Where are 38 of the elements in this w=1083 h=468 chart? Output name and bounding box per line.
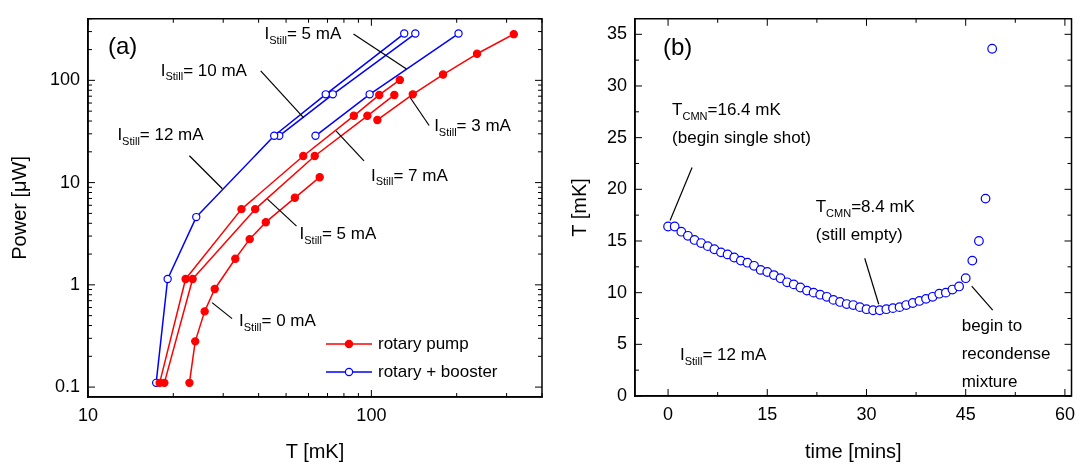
- y-tick-label: 1: [69, 273, 80, 294]
- y-tick-label: 100: [49, 69, 80, 90]
- point: [960, 273, 971, 284]
- point: [676, 226, 687, 237]
- y-tick-label: 30: [606, 74, 627, 95]
- x-tick-label: 10: [77, 404, 99, 425]
- y-tick-label: 0: [616, 384, 627, 405]
- point: [683, 230, 693, 241]
- y-tick-label: 10: [606, 281, 627, 302]
- y-tick-label: 20: [606, 178, 627, 199]
- annotation: (b): [663, 33, 693, 61]
- x-tick-label: 60: [1054, 403, 1075, 424]
- x-tick-label: 30: [856, 403, 877, 424]
- x-tick-label: 100: [356, 404, 387, 425]
- y-tick-label: 15: [606, 229, 627, 250]
- point: [980, 193, 991, 204]
- y-axis-title: T [mK]: [567, 178, 590, 237]
- y-axis-title: Power [μW]: [7, 156, 30, 260]
- y-tick-label: 5: [616, 333, 627, 354]
- y-tick-label: 0.1: [54, 376, 80, 397]
- x-axis-title: time [mins]: [804, 439, 902, 462]
- point: [954, 281, 964, 292]
- legend-label: rotary + booster: [378, 361, 498, 381]
- x-tick-label: 0: [663, 403, 674, 424]
- point: [669, 221, 680, 232]
- y-tick-label: 35: [606, 23, 627, 44]
- annotation: (a): [108, 32, 138, 60]
- point: [987, 43, 998, 54]
- y-tick-label: 25: [606, 126, 627, 147]
- point: [974, 236, 984, 246]
- annotation: begin to recondense mixture: [961, 315, 1051, 391]
- point: [749, 260, 759, 271]
- x-axis-title: T [mK]: [285, 439, 345, 462]
- legend-label: rotary pump: [378, 333, 469, 353]
- y-tick-label: 10: [59, 171, 80, 192]
- point: [967, 255, 978, 266]
- x-tick-label: 15: [757, 403, 778, 424]
- x-tick-label: 45: [955, 403, 976, 424]
